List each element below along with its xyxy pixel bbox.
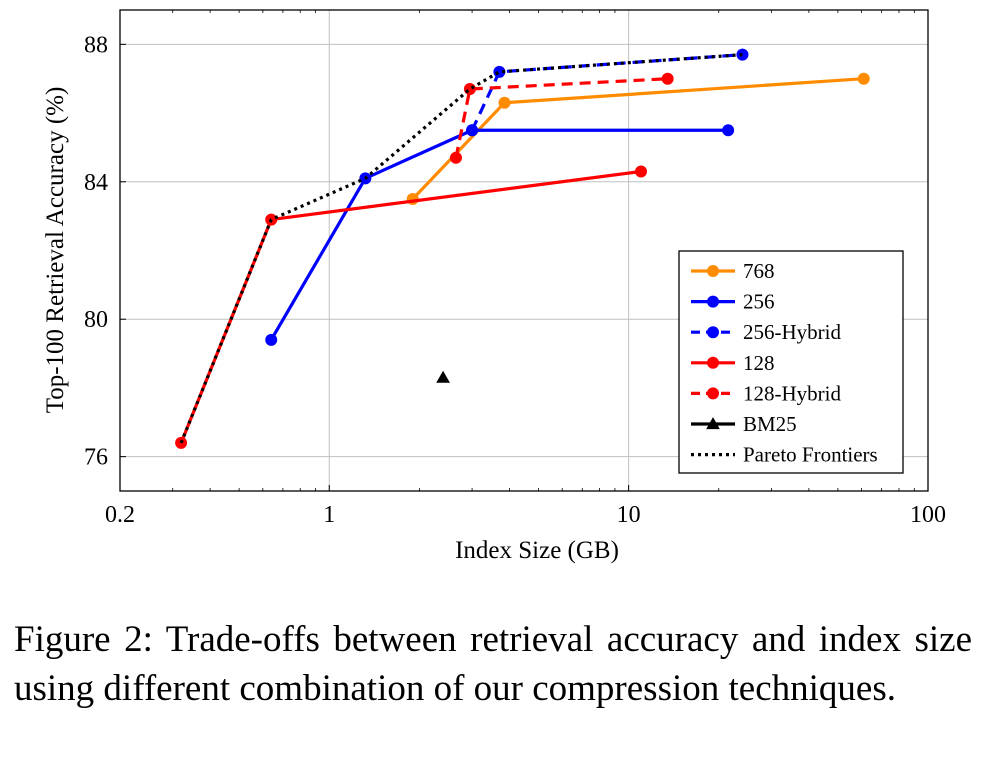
- y-axis-label: Top-100 Retrieval Accuracy (%): [42, 87, 69, 414]
- legend-entry-256: 256: [743, 290, 775, 314]
- legend-entry-bm25: BM25: [743, 412, 797, 436]
- 256-point: [707, 295, 719, 308]
- series-pareto-frontiers: [179, 53, 743, 444]
- 256-point: [265, 333, 278, 346]
- 768-line: [411, 77, 864, 201]
- legend-entry-128-hybrid: 128-Hybrid: [743, 381, 841, 405]
- y-tick-label: 88: [84, 32, 108, 58]
- 768-point: [498, 96, 511, 109]
- 128-line: [179, 169, 642, 444]
- legend-entry-768: 768: [743, 259, 775, 283]
- x-tick-label: 100: [910, 502, 946, 528]
- bm25-point: [706, 417, 720, 430]
- 768-point: [857, 72, 870, 85]
- series-bm25: [436, 370, 450, 383]
- chart: 0.2 1 10 100 76 80 84 88 Index Size (GB) Top-10…: [42, 9, 946, 564]
- tick-labels: 0.2 1 10 100 76 80 84 88: [84, 10, 946, 528]
- series-256-hybrid: [466, 48, 749, 137]
- 256-hybrid-point: [466, 124, 479, 137]
- x-tick-label: 0.2: [105, 502, 135, 528]
- 256-hybrid-point: [707, 326, 719, 339]
- y-tick-label: 76: [84, 445, 108, 471]
- series: [175, 48, 870, 449]
- 128-hybrid-line: [454, 77, 668, 159]
- pareto-frontiers-line: [179, 53, 743, 444]
- 128-point: [635, 165, 648, 178]
- 256-hybrid-line: [470, 53, 743, 131]
- bm25-point: [436, 370, 450, 383]
- figure-caption: Figure 2: Trade-offs between retrieval a…: [14, 619, 972, 709]
- legend-entry-pareto-frontiers: Pareto Frontiers: [743, 443, 878, 467]
- y-tick-label: 84: [84, 170, 108, 196]
- x-axis-label: Index Size (GB): [455, 537, 619, 564]
- 128-hybrid-point: [707, 387, 719, 400]
- series-768: [406, 72, 870, 205]
- x-tick-label: 10: [617, 502, 641, 528]
- series-128-hybrid: [449, 72, 674, 164]
- legend-entry-256-hybrid: 256-Hybrid: [743, 320, 841, 344]
- series-256: [265, 124, 735, 346]
- legend-entry-128: 128: [743, 351, 775, 375]
- y-tick-label: 80: [84, 307, 108, 333]
- 128-point: [707, 356, 719, 369]
- 128-hybrid-point: [449, 151, 462, 164]
- legend: 768 256 256-Hybrid 128 128-Hybrid BM25 Pareto …: [678, 250, 904, 474]
- 128-hybrid-point: [463, 83, 476, 96]
- plot-frame: [119, 9, 929, 492]
- series-128: [175, 165, 648, 449]
- 256-line: [269, 128, 729, 341]
- 768-point: [707, 265, 719, 277]
- 256-point: [722, 124, 735, 137]
- 128-hybrid-point: [661, 72, 674, 85]
- x-tick-label: 1: [323, 502, 335, 528]
